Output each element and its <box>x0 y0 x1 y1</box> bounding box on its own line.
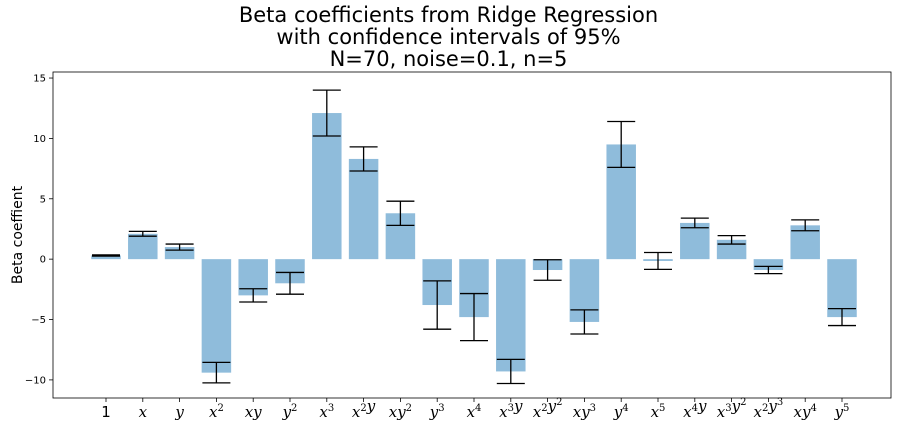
bar <box>201 259 232 373</box>
x-tick-label: x2y2 <box>533 397 563 421</box>
bars-layer <box>91 113 857 373</box>
x-tick-label: xy2 <box>389 403 412 421</box>
x-tick-label: xy3 <box>573 403 596 421</box>
error-bar <box>423 280 452 330</box>
error-bar <box>202 361 231 384</box>
bar <box>128 233 158 260</box>
error-bar <box>496 358 525 385</box>
error-bar <box>460 292 488 342</box>
error-bar <box>828 308 856 327</box>
chart-title-line-2: with confidence intervals of 95% <box>276 25 621 49</box>
bar <box>348 158 379 260</box>
error-bar <box>239 288 268 303</box>
error-bar <box>386 200 415 226</box>
bar <box>827 259 857 318</box>
error-bar <box>92 254 120 257</box>
x-tick-label: y3 <box>429 403 445 421</box>
x-tick-label: y5 <box>834 403 850 421</box>
error-bar <box>754 265 783 275</box>
error-bar <box>128 230 157 237</box>
x-tick-label: x5 <box>651 403 666 421</box>
chart-title-line-3: N=70, noise=0.1, n=5 <box>329 47 568 71</box>
bar <box>680 222 710 260</box>
error-bar <box>607 120 636 169</box>
x-tick-label: xy <box>245 403 262 421</box>
bar <box>753 259 784 271</box>
error-bar <box>680 217 709 229</box>
y-tick-label: −5 <box>31 315 46 326</box>
y-axis: −10 −5 0 5 10 15 <box>25 74 53 386</box>
error-bar <box>570 309 599 335</box>
y-tick-label: 0 <box>40 255 46 266</box>
y-axis-label: Beta coeffient <box>10 185 26 284</box>
x-tick-label: y2 <box>282 403 298 421</box>
chart-title-line-1: Beta coefficients from Ridge Regression <box>238 3 659 27</box>
chart-title: Beta coefficients from Ridge Regression … <box>0 4 897 70</box>
x-tick-label: x4 <box>467 403 482 421</box>
error-bar <box>644 251 672 271</box>
x-tick-label: y4 <box>613 403 629 421</box>
x-tick-label: xy4 <box>794 403 817 421</box>
error-bar <box>276 271 304 295</box>
bar <box>496 259 526 372</box>
error-bar <box>791 219 820 232</box>
x-tick-label: x2y3 <box>754 397 784 421</box>
y-tick-label: 15 <box>33 74 46 85</box>
x-tick-label: x <box>139 403 148 421</box>
x-tick-label: x2y <box>352 397 376 421</box>
error-bar <box>717 234 746 245</box>
y-tick-label: 10 <box>33 134 46 145</box>
bar <box>91 255 121 260</box>
error-bar <box>533 259 562 281</box>
x-tick-label: x2 <box>209 403 224 421</box>
x-tick-label: y <box>174 403 184 421</box>
error-bar <box>349 146 378 172</box>
x-tick-label: x3 <box>319 403 334 421</box>
x-tick-label: 1 <box>101 403 111 421</box>
bar <box>312 113 342 260</box>
x-tick-label: x3y2 <box>717 397 747 421</box>
y-tick-label: 5 <box>40 194 46 205</box>
y-tick-label: −10 <box>25 375 46 386</box>
plot-frame <box>52 71 892 399</box>
error-bar <box>312 89 341 137</box>
x-tick-label: x3y <box>499 397 523 421</box>
error-bars-layer <box>92 89 856 385</box>
x-tick-label: x4y <box>683 397 707 421</box>
error-bar <box>165 243 194 251</box>
